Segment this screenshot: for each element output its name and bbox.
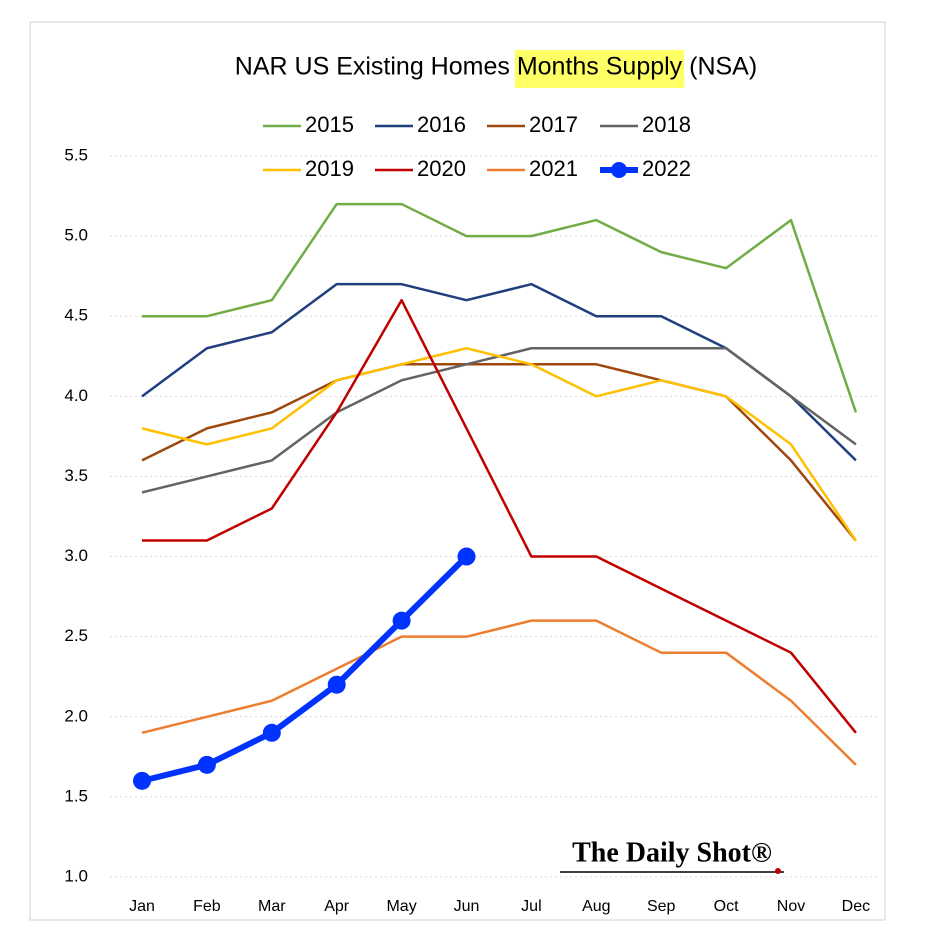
series-line (141, 619, 857, 766)
legend-label: 2015 (305, 112, 354, 137)
x-tick-label: Mar (258, 898, 286, 915)
y-tick-label: 2.0 (64, 706, 88, 725)
x-tick-label: Feb (193, 898, 221, 915)
series-line (141, 554, 469, 784)
series-line (142, 202, 858, 413)
watermark: The Daily Shot® (572, 837, 772, 868)
y-tick-label: 3.5 (64, 466, 88, 485)
legend-label: 2020 (417, 156, 466, 181)
chart-title: NAR US Existing Homes Months Supply (NSA… (235, 53, 757, 81)
y-tick-label: 1.5 (64, 786, 88, 805)
series-line (141, 363, 857, 542)
series-line (142, 298, 857, 734)
title-highlight (514, 50, 685, 88)
point (327, 675, 346, 694)
x-tick-label: Nov (777, 898, 805, 915)
x-tick-label: Jan (129, 898, 155, 915)
y-tick-label: 2.5 (64, 626, 88, 645)
x-tick-label: Oct (714, 898, 739, 915)
y-tick-label: 1.0 (64, 866, 88, 885)
point (457, 547, 476, 566)
y-tick-label: 5.0 (64, 226, 88, 245)
series-line (141, 347, 857, 542)
point (262, 723, 281, 742)
y-tick-label: 4.0 (64, 386, 88, 405)
x-tick-label: Apr (324, 898, 350, 915)
y-tick-label: 5.5 (64, 145, 88, 164)
chart-frame (29, 21, 886, 921)
x-tick-label: Dec (842, 898, 870, 915)
x-tick-label: Jun (454, 898, 480, 915)
x-tick-label: May (386, 898, 416, 915)
point (133, 771, 151, 790)
point (197, 755, 216, 774)
y-tick-label: 4.5 (64, 306, 88, 325)
legend-label: 2021 (529, 156, 578, 181)
y-tick-label: 3.0 (64, 546, 88, 565)
x-tick-label: Jul (521, 898, 541, 915)
legend-label: 2016 (417, 112, 466, 137)
legend-label: 2018 (642, 112, 691, 137)
watermark-dot (775, 868, 781, 874)
x-tick-label: Aug (582, 898, 610, 915)
legend-label: 2022 (642, 156, 691, 181)
point (392, 611, 411, 630)
legend-marker (611, 162, 627, 178)
legend-label: 2017 (529, 112, 578, 137)
legend-label: 2019 (305, 156, 354, 181)
x-tick-label: Sep (647, 898, 676, 915)
